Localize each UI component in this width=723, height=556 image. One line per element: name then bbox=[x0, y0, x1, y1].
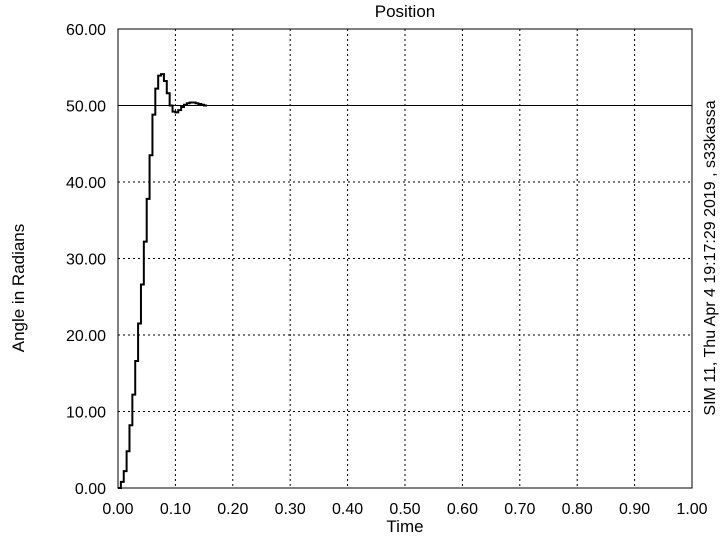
data-point bbox=[200, 104, 202, 106]
y-tick-label: 40.00 bbox=[66, 175, 106, 192]
x-tick-label: 0.00 bbox=[102, 501, 133, 518]
data-point bbox=[137, 322, 139, 325]
data-point bbox=[203, 104, 205, 107]
data-point bbox=[197, 103, 199, 105]
data-point bbox=[180, 106, 182, 108]
x-tick-label: 0.10 bbox=[160, 501, 191, 518]
data-point bbox=[189, 101, 191, 104]
y-tick-label: 60.00 bbox=[66, 22, 106, 39]
data-point bbox=[160, 73, 162, 75]
x-tick-label: 0.20 bbox=[217, 501, 248, 518]
data-point bbox=[128, 424, 131, 426]
data-point bbox=[140, 283, 142, 286]
data-point bbox=[146, 198, 148, 200]
grid bbox=[118, 29, 692, 488]
data-point bbox=[154, 88, 156, 90]
data-point bbox=[171, 111, 174, 113]
x-tick-label: 0.50 bbox=[389, 501, 420, 518]
y-axis-label: Angle in Radians bbox=[9, 224, 28, 353]
x-axis-label: Time bbox=[386, 517, 423, 536]
data-point bbox=[151, 114, 154, 116]
x-tick-label: 0.70 bbox=[504, 501, 535, 518]
data-point bbox=[206, 104, 208, 107]
y-tick-label: 50.00 bbox=[66, 99, 106, 116]
data-point bbox=[192, 101, 194, 104]
x-tick-label: 0.80 bbox=[562, 501, 593, 518]
data-point bbox=[134, 360, 136, 362]
data-point bbox=[177, 109, 179, 111]
x-tick-labels: 0.00 0.10 0.20 0.30 0.40 0.50 0.60 0.70 0.80 0.90… bbox=[102, 501, 707, 518]
y-tick-label: 10.00 bbox=[66, 405, 106, 422]
x-tick-label: 0.30 bbox=[275, 501, 306, 518]
x-tick-label: 1.00 bbox=[676, 501, 707, 518]
data-point bbox=[174, 111, 176, 113]
x-tick-label: 0.60 bbox=[447, 501, 478, 518]
plot-frame bbox=[117, 28, 693, 489]
series-line bbox=[118, 73, 207, 489]
y-tick-label: 0.00 bbox=[75, 481, 106, 498]
data-point bbox=[183, 104, 185, 106]
y-tick-labels: 0.00 10.00 20.00 30.00 40.00 50.00 60.00 bbox=[66, 22, 106, 498]
data-point bbox=[194, 102, 197, 104]
data-point bbox=[169, 104, 171, 107]
data-point bbox=[143, 241, 145, 243]
chart-title: Position bbox=[375, 2, 435, 21]
data-point bbox=[157, 75, 159, 77]
simulation-stamp: SIM 11, Thu Apr 4 19:17:29 2019 , s33kas… bbox=[702, 100, 719, 415]
data-point bbox=[120, 481, 122, 483]
y-tick-label: 20.00 bbox=[66, 328, 106, 345]
data-point bbox=[163, 80, 165, 82]
data-point bbox=[186, 102, 188, 104]
series-group bbox=[117, 73, 208, 489]
data-point bbox=[148, 154, 151, 156]
y-tick-label: 30.00 bbox=[66, 252, 106, 269]
data-point bbox=[131, 394, 133, 396]
data-point bbox=[123, 470, 125, 472]
x-tick-label: 0.90 bbox=[619, 501, 650, 518]
x-tick-label: 0.40 bbox=[332, 501, 363, 518]
data-point bbox=[126, 450, 128, 452]
data-point bbox=[166, 92, 168, 94]
